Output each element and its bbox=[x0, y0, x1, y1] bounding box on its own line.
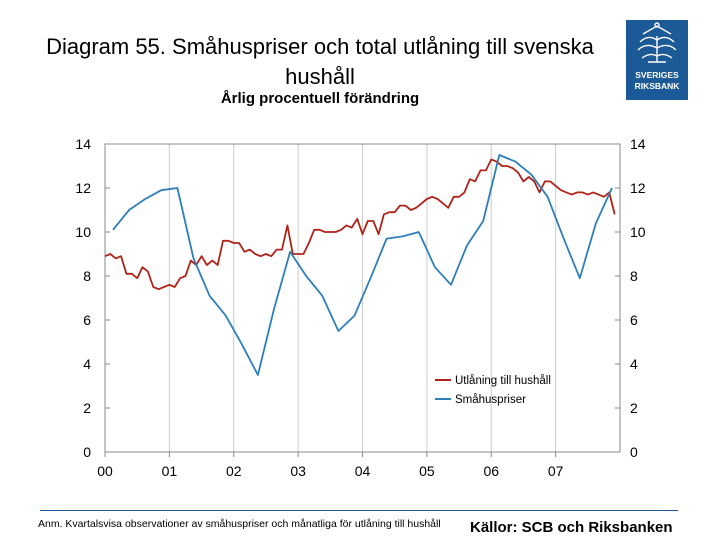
footnote: Anm. Kvartalsvisa observationer av småhu… bbox=[38, 518, 441, 530]
y-tick-label-right: 12 bbox=[630, 180, 646, 196]
footer-rule bbox=[40, 510, 678, 511]
chart-title: Diagram 55. Småhuspriser och total utlån… bbox=[46, 34, 594, 89]
y-tick-label-left: 12 bbox=[75, 180, 91, 196]
crown-icon bbox=[637, 22, 677, 63]
source-text: Källor: SCB och Riksbanken bbox=[470, 519, 673, 536]
y-tick-label-right: 6 bbox=[630, 312, 638, 328]
y-tick-label-left: 14 bbox=[75, 136, 91, 152]
y-tick-label-left: 6 bbox=[83, 312, 91, 328]
y-axis-right: 0 2 4 6 8 10 12 14 bbox=[615, 136, 646, 460]
logo-text-1: SVERIGES bbox=[635, 70, 679, 80]
legend: Utlåning till hushåll Småhuspriser bbox=[435, 375, 551, 406]
y-tick-label-left: 10 bbox=[75, 224, 91, 240]
x-tick-label: 07 bbox=[548, 463, 564, 479]
y-tick-label-right: 0 bbox=[630, 444, 638, 460]
series-lines bbox=[104, 154, 616, 376]
x-tick-label: 00 bbox=[97, 463, 113, 479]
x-axis: 00 01 02 03 04 05 06 07 bbox=[97, 452, 564, 479]
chart-subtitle: Årlig procentuell förändring bbox=[220, 90, 420, 107]
x-tick-label: 03 bbox=[290, 463, 306, 479]
gridlines bbox=[168, 144, 557, 452]
y-tick-label-right: 2 bbox=[630, 400, 638, 416]
y-tick-label-right: 8 bbox=[630, 268, 638, 284]
y-axis-left: 0 2 4 6 8 10 12 14 bbox=[75, 136, 110, 460]
logo-text-2: RIKSBANK bbox=[635, 81, 681, 91]
y-tick-label-right: 14 bbox=[630, 136, 646, 152]
y-tick-label-left: 4 bbox=[83, 356, 91, 372]
series-line-utlaning bbox=[104, 158, 616, 291]
x-tick-label: 01 bbox=[162, 463, 178, 479]
y-tick-label-left: 8 bbox=[83, 268, 91, 284]
riksbank-logo: SVERIGES RIKSBANK bbox=[626, 20, 688, 100]
y-tick-label-left: 2 bbox=[83, 400, 91, 416]
legend-label: Utlåning till hushåll bbox=[455, 375, 551, 387]
y-tick-label-right: 10 bbox=[630, 224, 646, 240]
y-tick-label-left: 0 bbox=[83, 444, 91, 460]
y-tick-label-right: 4 bbox=[630, 356, 638, 372]
legend-label: Småhuspriser bbox=[455, 394, 526, 406]
x-tick-label: 05 bbox=[419, 463, 435, 479]
x-tick-label: 04 bbox=[355, 463, 371, 479]
x-tick-label: 02 bbox=[226, 463, 242, 479]
series-line-smahuspriser bbox=[112, 154, 613, 376]
x-tick-label: 06 bbox=[483, 463, 499, 479]
